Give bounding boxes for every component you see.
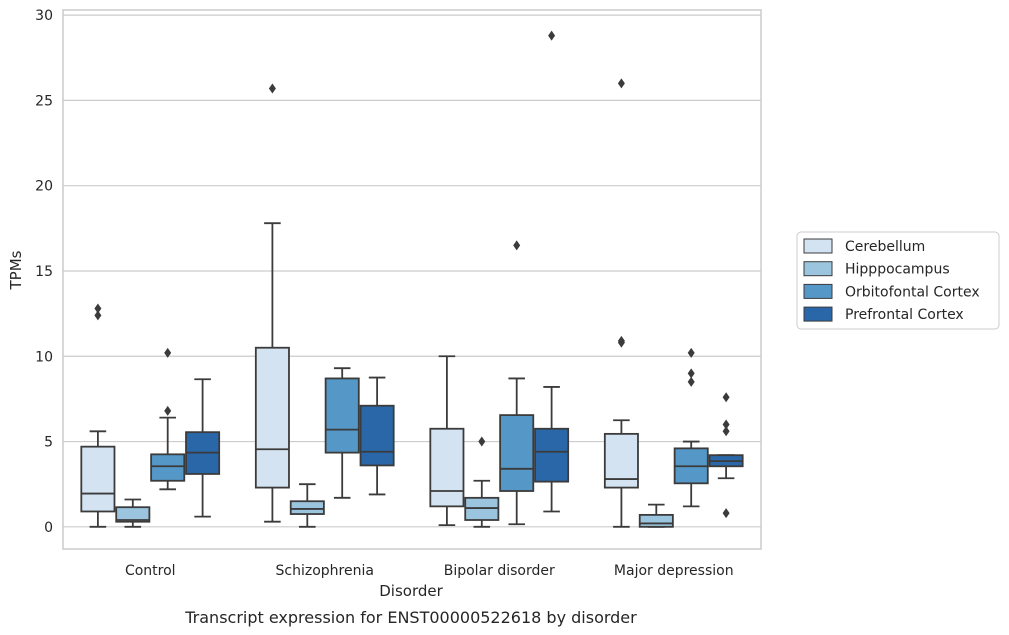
box-hipppocampus: [115, 498, 151, 528]
box-orbitofontal-cortex: [499, 240, 535, 526]
iqr-box: [289, 500, 325, 515]
legend: Cerebellum Hipppocampus Orbitofontal Corte…: [796, 231, 1000, 330]
box-prefrontal-cortex: [534, 30, 570, 513]
outlier-point: [722, 392, 730, 403]
iqr-box: [324, 377, 360, 454]
outlier-point: [687, 368, 695, 379]
y-tick-label: 30: [35, 8, 53, 24]
y-tick-label: 10: [35, 349, 53, 365]
legend-swatch: [803, 306, 833, 322]
outlier-point: [513, 240, 521, 251]
box-hipppocampus: [638, 503, 674, 528]
outlier-point: [722, 508, 730, 519]
box-hipppocampus: [289, 483, 325, 528]
iqr-box: [499, 414, 535, 492]
outlier-point: [164, 405, 172, 416]
iqr-box: [359, 404, 395, 467]
y-axis-ticks: 0 5 10 15 20 25 30: [35, 8, 53, 536]
iqr-box: [429, 427, 465, 508]
legend-label: Hipppocampus: [845, 262, 950, 278]
legend-label: Prefrontal Cortex: [845, 307, 964, 323]
x-tick-label: Major depression: [614, 563, 734, 579]
box-prefrontal-cortex: [185, 378, 221, 518]
outlier-point: [268, 83, 276, 94]
box-prefrontal-cortex: [708, 392, 744, 519]
iqr-box: [115, 506, 151, 523]
outlier-point: [687, 347, 695, 358]
box-cerebellum: [429, 355, 465, 527]
box-cerebellum: [254, 83, 290, 523]
iqr-box: [534, 427, 570, 483]
outlier-point: [617, 335, 625, 346]
y-tick-label: 20: [35, 179, 53, 195]
outlier-point: [722, 426, 730, 437]
outlier-point: [687, 376, 695, 387]
legend-swatch: [803, 238, 833, 254]
y-tick-label: 15: [35, 264, 53, 280]
outlier-point: [94, 310, 102, 321]
y-axis-label: TPMs: [7, 250, 25, 290]
x-axis-ticks: Control Schizophrenia Bipolar disorder Majo…: [125, 563, 734, 579]
box-orbitofontal-cortex: [673, 347, 709, 508]
outlier-point: [94, 303, 102, 314]
x-tick-label: Control: [125, 563, 176, 579]
legend-label: Orbitofontal Cortex: [845, 284, 980, 300]
iqr-box: [150, 453, 186, 482]
box-hipppocampus: [464, 436, 500, 528]
outlier-point: [478, 436, 486, 447]
box-prefrontal-cortex: [359, 376, 395, 496]
box-cerebellum: [80, 303, 116, 528]
legend-swatch: [803, 283, 833, 299]
outlier-point: [617, 78, 625, 89]
outlier-point: [164, 347, 172, 358]
x-tick-label: Schizophrenia: [276, 563, 374, 579]
box-orbitofontal-cortex: [324, 367, 360, 499]
y-tick-label: 25: [35, 93, 53, 109]
grid-lines: [63, 14, 761, 528]
box-cerebellum: [603, 78, 639, 528]
y-tick-label: 0: [44, 520, 53, 536]
iqr-box: [254, 346, 290, 489]
box-orbitofontal-cortex: [150, 347, 186, 491]
boxes: [80, 30, 744, 528]
legend-box: [796, 231, 1000, 330]
plot-frame: [62, 9, 762, 550]
y-tick-label: 5: [44, 435, 53, 451]
x-axis-label: Disorder: [379, 582, 443, 600]
iqr-box: [638, 513, 674, 528]
x-tick-label: Bipolar disorder: [444, 563, 555, 579]
legend-swatch: [803, 261, 833, 277]
chart-caption: Transcript expression for ENST0000052261…: [184, 608, 637, 627]
outlier-point: [722, 419, 730, 430]
legend-label: Cerebellum: [845, 239, 925, 255]
outlier-point: [548, 30, 556, 41]
iqr-box: [80, 445, 116, 513]
